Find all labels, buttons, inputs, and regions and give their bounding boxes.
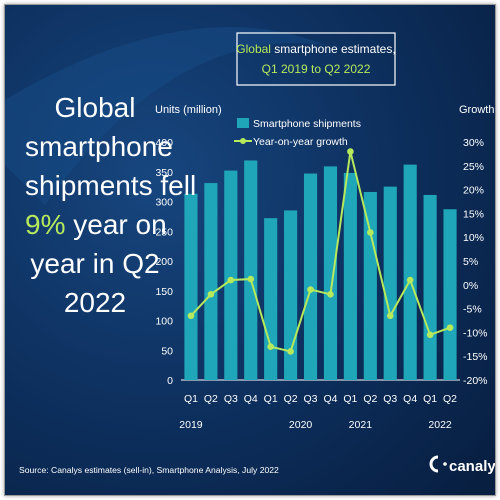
growth-line bbox=[190, 151, 451, 353]
growth-point bbox=[287, 348, 294, 355]
legend-bar-swatch bbox=[237, 118, 249, 128]
x-tick-label: Q3 bbox=[224, 393, 238, 405]
growth-point bbox=[406, 276, 414, 284]
x-tick-label: Q1 bbox=[264, 393, 278, 405]
year-label: 2019 bbox=[179, 419, 203, 431]
y-left-tick-label: 150 bbox=[155, 286, 173, 298]
legend-marker bbox=[240, 138, 246, 144]
legend-label-shipments: Smartphone shipments bbox=[253, 118, 361, 130]
x-tick-label: Q4 bbox=[323, 393, 337, 405]
growth-point bbox=[267, 343, 274, 350]
growth-point bbox=[347, 148, 354, 155]
growth-point bbox=[386, 312, 394, 320]
y-left-tick-label: 50 bbox=[161, 345, 173, 357]
y-right-tick-label: 20% bbox=[463, 185, 484, 197]
bar-shipments bbox=[423, 194, 437, 380]
bar-shipments bbox=[303, 173, 318, 380]
headline-line-3: shipments fell bbox=[25, 170, 197, 201]
background-swoosh bbox=[5, 27, 325, 205]
x-tick-label: Q1 bbox=[184, 393, 198, 405]
y-left-tick-label: 400 bbox=[155, 137, 173, 149]
bar-shipments bbox=[204, 183, 218, 380]
bar-shipments bbox=[284, 210, 298, 380]
x-tick-label: Q2 bbox=[443, 393, 457, 405]
bar-shipments bbox=[323, 166, 338, 380]
y-axis-right-title: Growth bbox=[459, 104, 494, 116]
y-right-tick-label: 10% bbox=[463, 232, 484, 244]
headline-line-2: smartphone bbox=[25, 131, 173, 162]
bar-shipments bbox=[363, 191, 377, 380]
x-tick-label: Q4 bbox=[403, 393, 417, 405]
y-right-tick-label: -15% bbox=[463, 351, 488, 363]
bar-shipments bbox=[403, 164, 417, 380]
x-tick-label: Q2 bbox=[363, 393, 377, 405]
growth-point bbox=[207, 291, 215, 298]
legend-label-growth: Year-on-year growth bbox=[253, 136, 348, 148]
chart-subtitle: Q1 2019 to Q2 2022 bbox=[262, 62, 371, 76]
y-right-tick-label: 5% bbox=[463, 256, 478, 268]
y-right-tick-label: 15% bbox=[463, 208, 484, 220]
headline-line-6: 2022 bbox=[63, 287, 127, 318]
headline-line-1: Global bbox=[54, 92, 136, 123]
bar-shipments bbox=[383, 186, 397, 380]
y-left-tick-label: 200 bbox=[155, 256, 173, 268]
y-left-tick-label: 100 bbox=[155, 316, 173, 328]
y-right-tick-label: 30% bbox=[463, 137, 484, 149]
chart-title-box bbox=[236, 32, 396, 86]
y-right-tick-label: -10% bbox=[463, 327, 488, 339]
bar-shipments bbox=[343, 172, 357, 380]
brand-name: canalys bbox=[449, 458, 496, 475]
x-tick-label: Q1 bbox=[423, 393, 437, 405]
growth-point bbox=[327, 291, 334, 298]
y-right-tick-label: -20% bbox=[463, 375, 488, 387]
growth-point bbox=[227, 276, 235, 284]
canalys-logo-icon bbox=[429, 455, 447, 473]
bar-shipments bbox=[244, 160, 258, 380]
growth-point bbox=[426, 331, 434, 339]
x-tick-label: Q1 bbox=[343, 393, 357, 405]
y-axis-left-title: Units (million) bbox=[155, 104, 222, 116]
chart-title: Global smartphone estimates, bbox=[236, 42, 395, 56]
headline-line-5: year in Q2 bbox=[30, 248, 160, 279]
infographic: Global smartphone estimates, Q1 2019 to … bbox=[4, 4, 496, 496]
y-left-tick-label: 300 bbox=[155, 197, 173, 209]
growth-point bbox=[307, 286, 314, 293]
growth-point bbox=[446, 324, 454, 331]
x-tick-label: Q4 bbox=[244, 393, 258, 405]
headline-line-4-rest: year on bbox=[65, 209, 167, 240]
bar-shipments bbox=[184, 193, 198, 380]
growth-point bbox=[247, 275, 255, 283]
x-tick-label: Q3 bbox=[383, 393, 397, 405]
y-right-tick-label: -5% bbox=[463, 304, 482, 316]
y-right-tick-label: 0% bbox=[463, 280, 478, 292]
y-left-tick-label: 350 bbox=[155, 167, 173, 179]
chart-canvas: Global smartphone estimates, Q1 2019 to … bbox=[5, 5, 496, 495]
year-label: 2021 bbox=[349, 419, 373, 431]
x-tick-label: Q2 bbox=[204, 393, 218, 405]
y-left-tick-label: 250 bbox=[155, 226, 173, 238]
bar-shipments bbox=[264, 218, 278, 380]
year-label: 2022 bbox=[428, 419, 452, 431]
headline-line-4: 9% year on bbox=[25, 208, 167, 242]
growth-point bbox=[367, 229, 374, 236]
x-tick-label: Q3 bbox=[304, 393, 318, 405]
headline-highlight: 9% bbox=[25, 209, 66, 240]
year-label: 2020 bbox=[289, 419, 313, 431]
growth-point bbox=[187, 312, 195, 320]
source-note: Source: Canalys estimates (sell-in), Sma… bbox=[19, 465, 279, 475]
y-left-tick-label: 0 bbox=[167, 375, 173, 387]
bar-shipments bbox=[224, 170, 238, 380]
x-tick-label: Q2 bbox=[284, 393, 298, 405]
bar-shipments bbox=[443, 209, 457, 380]
y-right-tick-label: 25% bbox=[463, 161, 484, 173]
